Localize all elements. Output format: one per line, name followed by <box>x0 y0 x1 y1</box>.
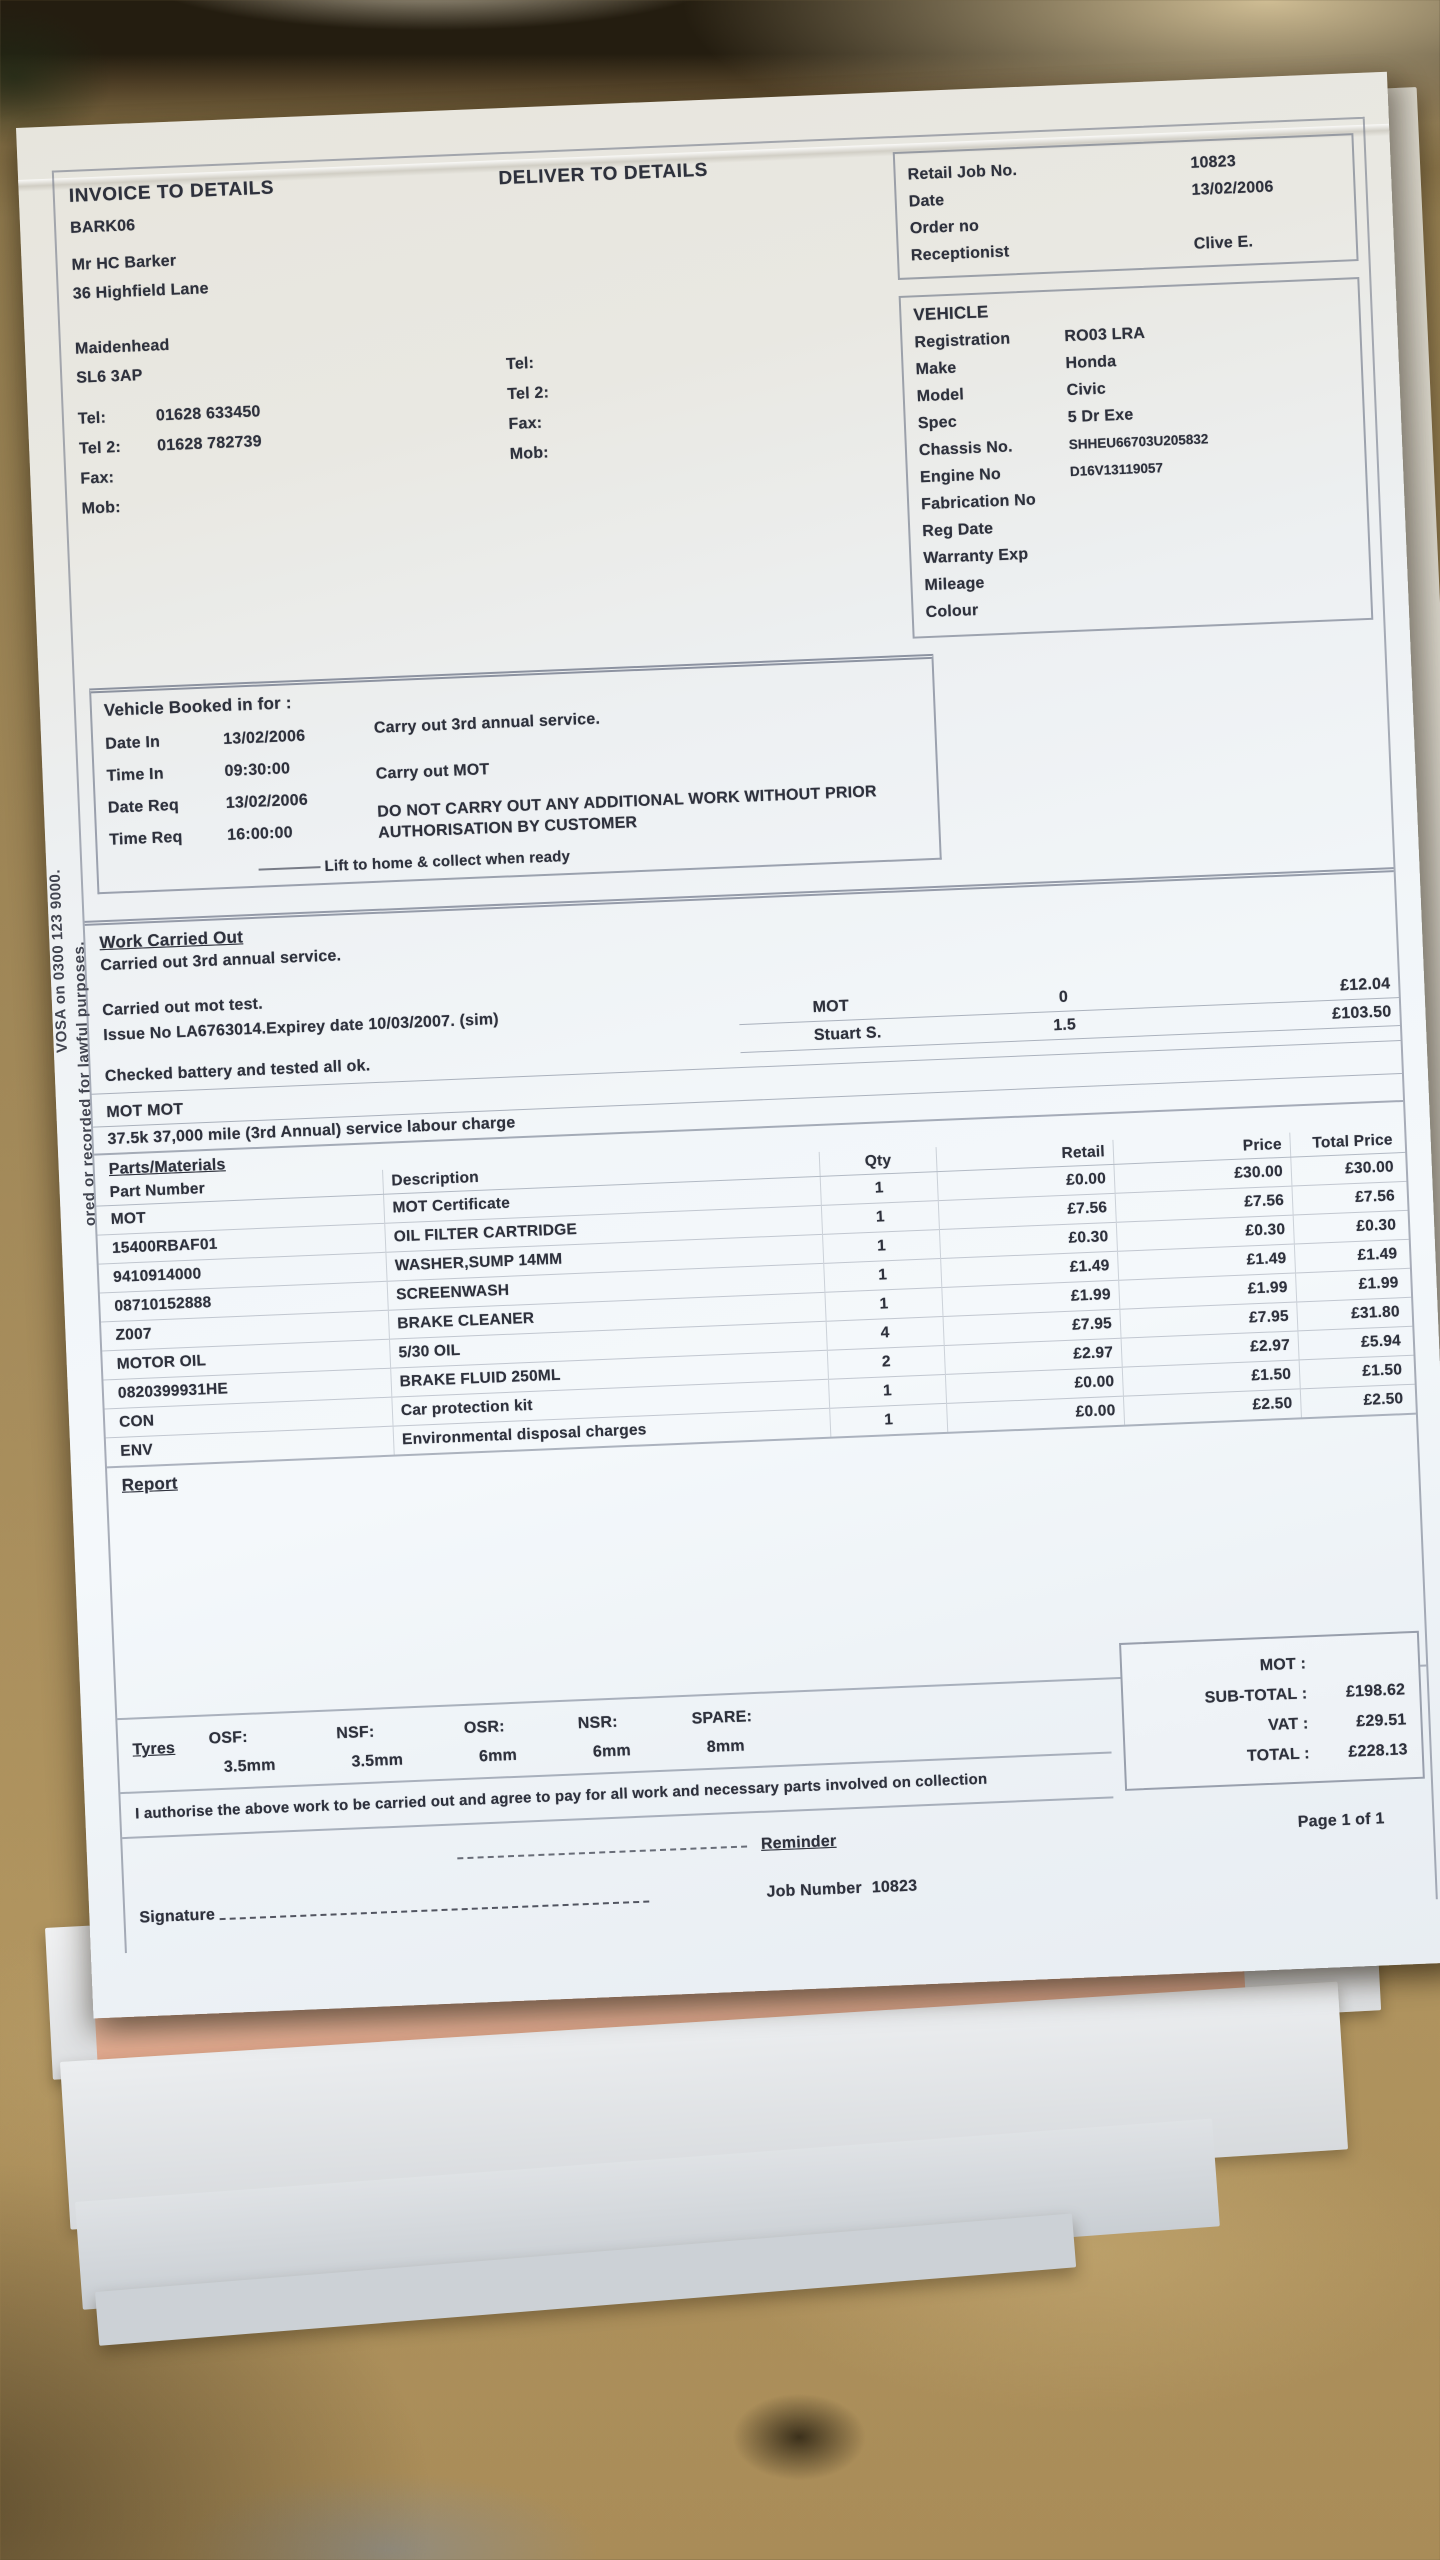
part-total: £0.30 <box>1293 1210 1409 1245</box>
subtotal-value: £198.62 <box>1345 1681 1406 1701</box>
deliver-tel-label: Tel: <box>505 354 535 374</box>
deliver-to-block: DELIVER TO DETAILS Tel: Tel 2: Fax: Mob: <box>498 152 913 655</box>
dash-line <box>258 865 321 871</box>
deliver-tel2-label: Tel 2: <box>506 384 550 404</box>
subtotal-label: SUB-TOTAL : <box>1204 1685 1308 1707</box>
signature-line <box>219 1899 649 1921</box>
tel-label: Tel: <box>77 409 107 428</box>
time-req-value: 16:00:00 <box>226 824 294 844</box>
parts-table: Part Number Description Qty Retail Price… <box>95 1127 1416 1467</box>
deliver-mob-label: Mob: <box>509 444 550 464</box>
margin-legal-text-line1: VOSA on 0300 123 9000. <box>46 868 71 1054</box>
total-value: £228.13 <box>1348 1741 1409 1761</box>
lift-note-text: Lift to home & collect when ready <box>324 847 571 875</box>
part-total: £30.00 <box>1290 1152 1407 1187</box>
invoice-sheet: VOSA on 0300 123 9000. ored or recorded … <box>16 71 1440 2019</box>
booked-in-box: Vehicle Booked in for : Date In 13/02/200… <box>89 653 942 895</box>
colour-label: Colour <box>925 601 979 622</box>
vat-label: VAT : <box>1267 1715 1309 1734</box>
labour-hours: 1.5 <box>1052 1016 1077 1035</box>
tyre-value: 8mm <box>706 1737 746 1757</box>
tyre-label: NSF: <box>335 1723 375 1743</box>
deliver-fax-label: Fax: <box>508 414 543 434</box>
report-section: Report <box>106 1412 1427 1719</box>
tyre-reading: OSR: 6mm <box>463 1716 518 1768</box>
tyre-reading: NSR: 6mm <box>577 1711 631 1763</box>
invoice-to-block: INVOICE TO DETAILS BARK06 Mr HC Barker 3… <box>68 168 518 672</box>
part-total: £7.56 <box>1291 1181 1408 1216</box>
part-total: £1.99 <box>1295 1268 1412 1302</box>
date-req-value: 13/02/2006 <box>225 791 309 812</box>
invoice-form: INVOICE TO DETAILS BARK06 Mr HC Barker 3… <box>51 116 1438 1954</box>
tyre-label: OSR: <box>463 1718 506 1737</box>
header-section: INVOICE TO DETAILS BARK06 Mr HC Barker 3… <box>54 119 1383 673</box>
tyre-reading: OSF: 3.5mm <box>208 1726 276 1779</box>
page-number: Page 1 of 1 <box>1297 1810 1385 1831</box>
tyre-reading: NSF: 3.5mm <box>336 1721 404 1774</box>
right-boxes: Retail Job No. 10823 Date 13/02/2006 Order… <box>892 133 1374 639</box>
tel2-value: 01628 782739 <box>156 433 263 455</box>
date-in-label: Date In <box>104 733 161 753</box>
part-total: £1.49 <box>1294 1239 1410 1273</box>
tyre-label: NSR: <box>577 1713 619 1733</box>
parts-section: Parts/Materials Part Number Description … <box>94 1099 1416 1467</box>
signature-label: Signature <box>139 1906 216 1927</box>
date-req-label: Date Req <box>107 796 180 817</box>
booking-note: Carry out MOT <box>375 761 490 783</box>
time-req-label: Time Req <box>108 828 183 849</box>
tel2-label: Tel 2: <box>78 438 122 458</box>
job-details-box: Retail Job No. 10823 Date 13/02/2006 Order… <box>892 133 1359 280</box>
tyre-label: OSF: <box>208 1728 249 1748</box>
booking-warning-note: DO NOT CARRY OUT ANY ADDITIONAL WORK WIT… <box>377 783 878 842</box>
part-total: £1.50 <box>1299 1355 1415 1389</box>
dashed-line <box>457 1843 748 1859</box>
fax-label: Fax: <box>80 469 115 488</box>
tyre-value: 3.5mm <box>223 1756 276 1776</box>
mob-label: Mob: <box>81 499 122 518</box>
job-number-value: 10823 <box>871 1877 918 1897</box>
reminder-label: Reminder <box>760 1832 837 1853</box>
time-in-value: 09:30:00 <box>224 760 291 780</box>
tyre-value: 3.5mm <box>351 1751 404 1771</box>
total-label: TOTAL : <box>1246 1745 1311 1765</box>
date-in-value: 13/02/2006 <box>222 727 306 749</box>
part-total: £5.94 <box>1297 1326 1414 1360</box>
time-in-label: Time In <box>106 765 165 785</box>
tyres-title: Tyres <box>132 1739 176 1759</box>
vat-value: £29.51 <box>1355 1711 1407 1731</box>
part-total: £31.80 <box>1296 1297 1413 1331</box>
tel-value: 01628 633450 <box>155 403 261 425</box>
tyre-label: SPARE: <box>691 1708 753 1728</box>
deliver-to-title: DELIVER TO DETAILS <box>498 159 709 190</box>
tyre-value: 6mm <box>478 1746 518 1766</box>
tyre-value: 6mm <box>592 1742 632 1761</box>
tyre-reading: SPARE: 8mm <box>691 1706 753 1758</box>
job-number-line: Job Number 10823 <box>766 1878 917 1902</box>
receptionist-value: Clive E. <box>1193 233 1254 253</box>
job-number-label: Job Number <box>766 1879 863 1901</box>
vehicle-box: VEHICLE Registration RO03 LRA Make Honda M… <box>898 277 1374 639</box>
